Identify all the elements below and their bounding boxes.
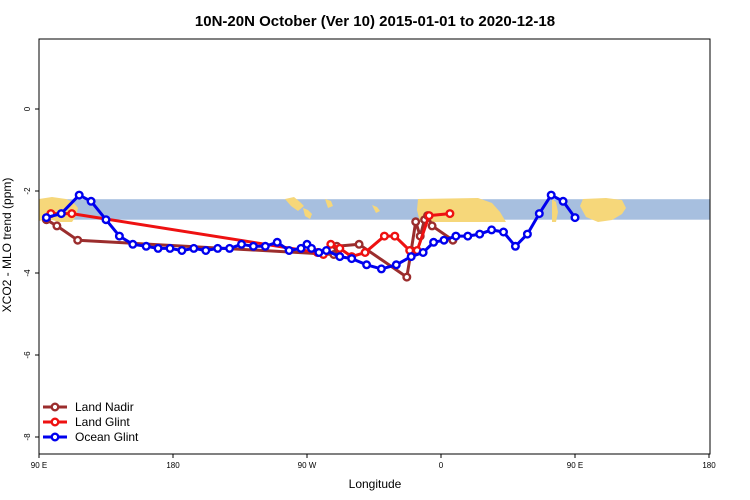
y-tick-label: -6 [23, 351, 32, 359]
y-tick-label: -4 [23, 269, 32, 277]
legend-swatch-marker [50, 432, 60, 442]
data-point [101, 215, 111, 225]
chart-title: 10N-20N October (Ver 10) 2015-01-01 to 2… [195, 13, 555, 30]
data-point [284, 245, 294, 255]
legend-swatch-marker [50, 417, 60, 427]
data-point [86, 196, 96, 206]
data-point [335, 252, 345, 262]
data-point [487, 225, 497, 235]
data-point [52, 221, 62, 231]
data-point [307, 243, 317, 253]
data-point [335, 243, 345, 253]
data-point [73, 235, 83, 245]
y-tick-label: -2 [23, 187, 32, 195]
y-tick-label: -8 [23, 433, 32, 441]
data-point [424, 211, 434, 221]
x-tick-label: 0 [439, 461, 444, 470]
data-point [177, 245, 187, 255]
data-point [451, 231, 461, 241]
data-point [510, 241, 520, 251]
data-point [296, 243, 306, 253]
data-point [390, 231, 400, 241]
map-band [39, 197, 710, 222]
data-point [314, 247, 324, 257]
data-point [546, 190, 556, 200]
data-point [260, 241, 270, 251]
data-point [189, 243, 199, 253]
x-tick-label: 180 [166, 461, 180, 470]
data-point [201, 245, 211, 255]
data-point [114, 231, 124, 241]
legend-label: Ocean Glint [75, 430, 139, 444]
data-point [376, 264, 386, 274]
data-point [411, 217, 421, 227]
data-point [165, 243, 175, 253]
series-ocean-glint [41, 190, 580, 274]
data-point [321, 245, 331, 255]
axes: 90 E 180 90 W 0 90 E 180 0 -2 -4 -6 -8 [23, 106, 716, 470]
plot-frame [38, 38, 711, 455]
data-point [558, 196, 568, 206]
data-point [406, 252, 416, 262]
data-point [362, 260, 372, 270]
data-point [445, 209, 455, 219]
data-point [326, 239, 336, 249]
data-point [347, 254, 357, 264]
data-point [534, 209, 544, 219]
data-point [272, 237, 282, 247]
data-point [499, 227, 509, 237]
data-point [570, 213, 580, 223]
legend-label: Land Glint [75, 415, 130, 429]
data-point [429, 237, 439, 247]
data-point [141, 241, 151, 251]
map-land [303, 208, 312, 219]
data-point [439, 235, 449, 245]
legend-swatch-marker [50, 402, 60, 412]
data-point [360, 247, 370, 257]
data-point [354, 239, 364, 249]
data-point [427, 221, 437, 231]
data-point [475, 229, 485, 239]
series-layer [41, 190, 580, 282]
data-point [402, 272, 412, 282]
map-land [552, 199, 558, 222]
x-tick-label: 90 E [567, 461, 583, 470]
data-point [225, 243, 235, 253]
map-land [325, 199, 333, 208]
y-axis-label: XCO2 - MLO trend (ppm) [0, 178, 14, 313]
data-point [391, 260, 401, 270]
x-axis-label: Longitude [349, 477, 402, 491]
data-point [213, 243, 223, 253]
data-point [153, 243, 163, 253]
x-tick-label: 90 E [31, 461, 47, 470]
data-point [236, 239, 246, 249]
data-point [248, 241, 258, 251]
data-point [418, 247, 428, 257]
data-point [41, 213, 51, 223]
data-point [128, 239, 138, 249]
map-land [372, 205, 380, 213]
data-point [463, 231, 473, 241]
data-point [56, 209, 66, 219]
x-tick-label: 90 W [298, 461, 317, 470]
data-point [67, 209, 77, 219]
data-point [522, 229, 532, 239]
y-tick-label: 0 [23, 106, 32, 111]
data-point [74, 190, 84, 200]
map-land [285, 197, 304, 211]
legend-label: Land Nadir [75, 400, 134, 414]
map-land [580, 198, 626, 222]
data-point [379, 231, 389, 241]
x-tick-label: 180 [702, 461, 716, 470]
